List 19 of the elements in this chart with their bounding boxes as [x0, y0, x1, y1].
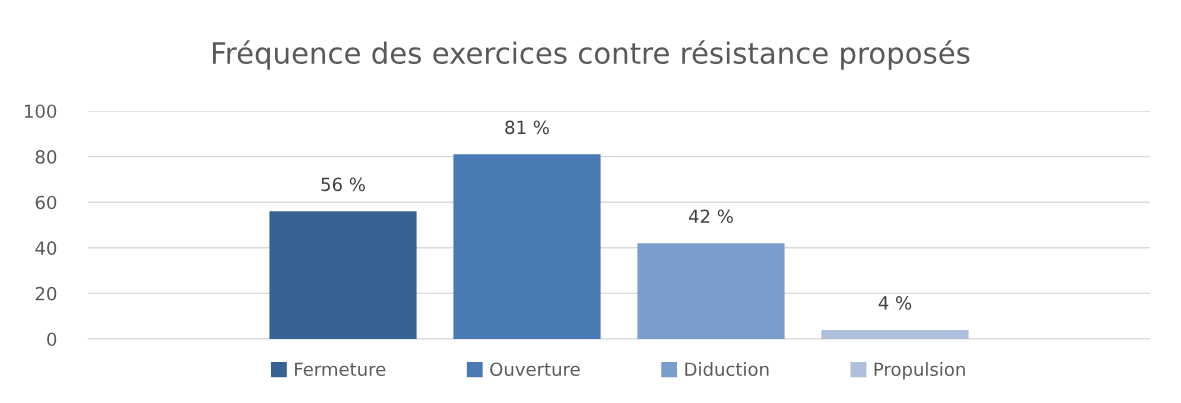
y-tick-label: 60 [35, 195, 57, 210]
chart-title: Fréquence des exercices contre résistance proposés [212, 40, 970, 70]
data-label: 56 % [321, 177, 365, 192]
y-tick-label: 0 [47, 332, 57, 347]
bar [821, 329, 969, 339]
data-label: 4 % [878, 296, 912, 310]
bar [637, 243, 785, 339]
y-tick-label: 80 [35, 150, 57, 164]
legend-label: Ouverture [490, 362, 580, 377]
legend-label: Fermeture [295, 362, 386, 377]
legend-label: Propulsion [874, 362, 965, 380]
y-tick-label: 100 [24, 104, 57, 119]
bar [453, 154, 601, 339]
bar [269, 211, 417, 339]
data-label: 81 % [505, 120, 549, 135]
legend-label: Diduction [685, 362, 769, 377]
data-label: 42 % [688, 209, 733, 224]
y-tick-label: 40 [35, 241, 57, 255]
y-tick-label: 20 [35, 286, 57, 301]
